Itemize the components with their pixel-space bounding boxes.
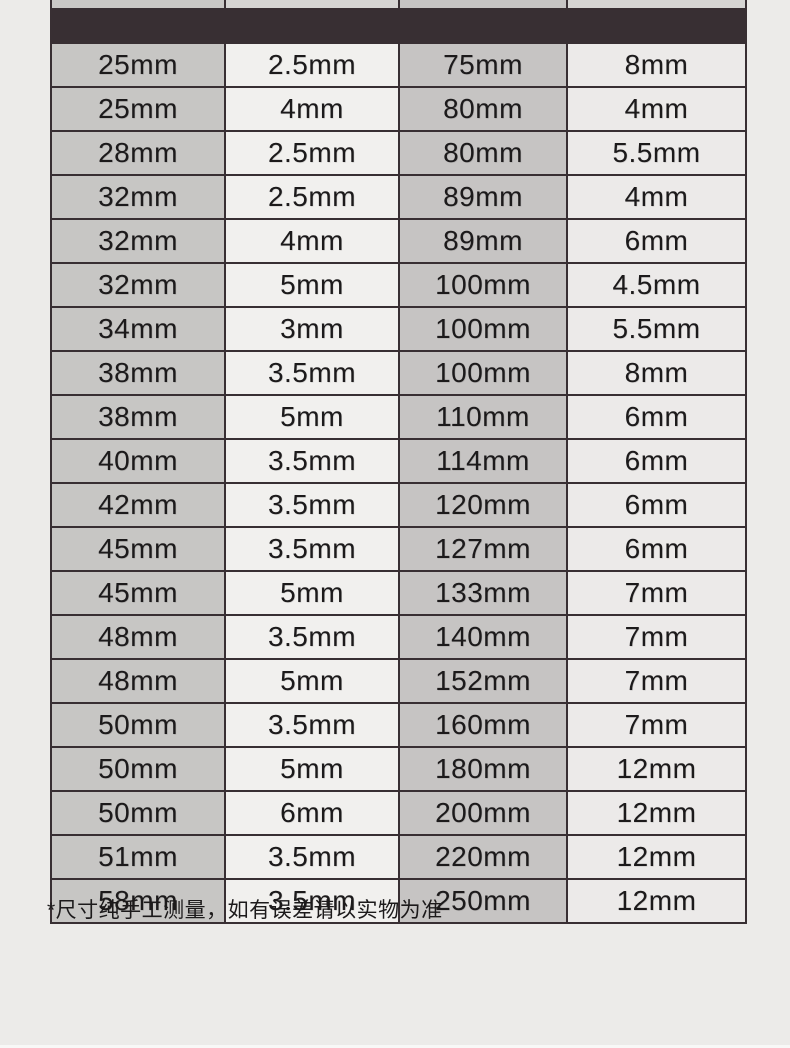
table-cell: 38mm [52, 396, 224, 438]
table-cell: 133mm [400, 572, 566, 614]
table-cell: 120mm [400, 484, 566, 526]
table-cell: 7mm [568, 704, 745, 746]
table-cell: 80mm [400, 88, 566, 130]
table-cell: 2.5mm [226, 176, 398, 218]
table-cell: 3.5mm [226, 880, 398, 922]
size-table-grid: 25mm 2.5mm 75mm 8mm 25mm 4mm 80mm 4mm 28mm 2.5mm 8… [52, 0, 745, 922]
table-cell: 160mm [400, 704, 566, 746]
table-cell: 32mm [52, 264, 224, 306]
table-cell: 110mm [400, 396, 566, 438]
table-cell: 12mm [568, 792, 745, 834]
table-cell: 50mm [52, 704, 224, 746]
table-cell: 12mm [568, 748, 745, 790]
table-cell: 58mm [52, 880, 224, 922]
table-cell: 220mm [400, 836, 566, 878]
table-cell: 3.5mm [226, 528, 398, 570]
table-cell: 45mm [52, 572, 224, 614]
table-cell: 80mm [400, 132, 566, 174]
table-cell: 6mm [568, 528, 745, 570]
table-cell-partial [52, 0, 224, 8]
table-cell: 40mm [52, 440, 224, 482]
table-cell: 25mm [52, 44, 224, 86]
table-cell: 48mm [52, 616, 224, 658]
table-cell: 75mm [400, 44, 566, 86]
table-cell: 12mm [568, 836, 745, 878]
table-cell: 6mm [568, 440, 745, 482]
table-cell: 3.5mm [226, 616, 398, 658]
table-cell: 8mm [568, 352, 745, 394]
measurement-disclaimer-note: *尺寸纯手工测量，如有误差请以实物为准 [47, 899, 443, 922]
table-cell: 3.5mm [226, 440, 398, 482]
table-cell: 5mm [226, 264, 398, 306]
table-cell-partial [568, 0, 745, 8]
table-cell: 50mm [52, 792, 224, 834]
table-cell: 5mm [226, 660, 398, 702]
table-cell: 3.5mm [226, 836, 398, 878]
table-cell: 100mm [400, 352, 566, 394]
table-cell: 48mm [52, 660, 224, 702]
table-cell: 51mm [52, 836, 224, 878]
table-cell: 7mm [568, 572, 745, 614]
table-cell: 2.5mm [226, 132, 398, 174]
table-cell: 114mm [400, 440, 566, 482]
table-cell: 6mm [568, 396, 745, 438]
table-cell: 3.5mm [226, 352, 398, 394]
table-cell: 4mm [568, 176, 745, 218]
table-cell: 4mm [226, 88, 398, 130]
table-cell: 4mm [568, 88, 745, 130]
table-cell: 3.5mm [226, 484, 398, 526]
table-cell: 5.5mm [568, 132, 745, 174]
table-cell: 32mm [52, 176, 224, 218]
table-cell-partial [400, 0, 566, 8]
table-cell: 6mm [568, 484, 745, 526]
table-cell: 3.5mm [226, 704, 398, 746]
table-cell: 42mm [52, 484, 224, 526]
table-cell: 3mm [226, 308, 398, 350]
table-cell: 140mm [400, 616, 566, 658]
table-cell: 32mm [52, 220, 224, 262]
image-bottom-edge [0, 1045, 790, 1048]
table-cell: 5mm [226, 396, 398, 438]
table-cell: 100mm [400, 264, 566, 306]
table-cell: 180mm [400, 748, 566, 790]
table-cell: 89mm [400, 176, 566, 218]
table-cell: 5.5mm [568, 308, 745, 350]
table-cell: 152mm [400, 660, 566, 702]
table-cell: 6mm [568, 220, 745, 262]
table-cell: 250mm [400, 880, 566, 922]
table-cell: 38mm [52, 352, 224, 394]
table-cell-partial [226, 0, 398, 8]
table-cell: 5mm [226, 572, 398, 614]
table-cell: 25mm [52, 88, 224, 130]
table-cell: 7mm [568, 616, 745, 658]
table-cell: 12mm [568, 880, 745, 922]
table-cell: 7mm [568, 660, 745, 702]
table-cell: 2.5mm [226, 44, 398, 86]
size-spec-table: 25mm 2.5mm 75mm 8mm 25mm 4mm 80mm 4mm 28mm 2.5mm 8… [50, 0, 747, 924]
table-cell: 4.5mm [568, 264, 745, 306]
table-cell: 6mm [226, 792, 398, 834]
table-cell: 4mm [226, 220, 398, 262]
table-cell: 5mm [226, 748, 398, 790]
table-cell: 200mm [400, 792, 566, 834]
table-cell: 34mm [52, 308, 224, 350]
table-cell: 28mm [52, 132, 224, 174]
table-cell: 100mm [400, 308, 566, 350]
table-cell: 50mm [52, 748, 224, 790]
table-cell: 127mm [400, 528, 566, 570]
table-cell: 89mm [400, 220, 566, 262]
table-cell: 8mm [568, 44, 745, 86]
table-cell: 45mm [52, 528, 224, 570]
